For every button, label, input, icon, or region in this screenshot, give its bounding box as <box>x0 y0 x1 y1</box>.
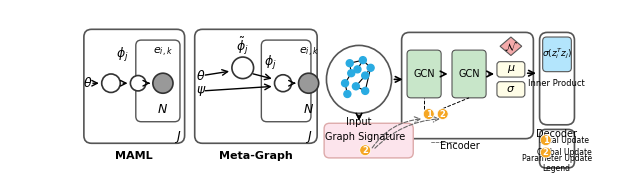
Text: $N$: $N$ <box>303 103 314 116</box>
Circle shape <box>423 109 434 119</box>
Circle shape <box>540 135 551 146</box>
Text: Encoder: Encoder <box>440 141 479 151</box>
Circle shape <box>102 74 120 92</box>
Text: $\psi$: $\psi$ <box>196 84 207 98</box>
Text: $\sigma(z_i^T z_j)$: $\sigma(z_i^T z_j)$ <box>541 47 572 61</box>
Text: 2: 2 <box>362 146 368 155</box>
Circle shape <box>540 147 551 158</box>
Text: Graph Signature: Graph Signature <box>325 132 405 142</box>
Circle shape <box>131 75 146 91</box>
Text: $e_{i,k}$: $e_{i,k}$ <box>299 46 319 59</box>
Circle shape <box>153 73 173 93</box>
Circle shape <box>346 60 353 67</box>
Text: $\theta$: $\theta$ <box>196 69 205 83</box>
FancyBboxPatch shape <box>452 50 486 98</box>
Text: $e_{i,k}$: $e_{i,k}$ <box>153 46 173 59</box>
Circle shape <box>354 66 361 73</box>
Text: $\mu$: $\mu$ <box>506 63 515 75</box>
FancyBboxPatch shape <box>324 123 413 158</box>
Circle shape <box>437 109 448 119</box>
FancyBboxPatch shape <box>540 130 575 168</box>
Circle shape <box>360 145 371 156</box>
Text: Inner Product: Inner Product <box>528 79 585 88</box>
Text: 2: 2 <box>440 109 445 119</box>
Text: $\mathcal{N}$: $\mathcal{N}$ <box>504 40 518 53</box>
FancyBboxPatch shape <box>195 29 317 143</box>
Text: 1: 1 <box>543 136 548 145</box>
FancyBboxPatch shape <box>497 62 525 77</box>
Text: $\sigma$: $\sigma$ <box>506 84 516 94</box>
FancyBboxPatch shape <box>261 40 311 122</box>
Text: $J$: $J$ <box>305 129 312 145</box>
Text: $\phi_j$: $\phi_j$ <box>116 47 129 64</box>
FancyBboxPatch shape <box>540 32 575 125</box>
FancyBboxPatch shape <box>543 37 572 72</box>
Circle shape <box>353 83 360 90</box>
Text: GCN: GCN <box>413 69 435 79</box>
Text: Input: Input <box>346 117 372 127</box>
Text: Decoder: Decoder <box>536 129 577 139</box>
FancyBboxPatch shape <box>402 32 533 139</box>
Circle shape <box>275 75 292 92</box>
Text: GCN: GCN <box>458 69 480 79</box>
Circle shape <box>298 73 319 93</box>
FancyBboxPatch shape <box>497 82 525 97</box>
Text: $\theta$: $\theta$ <box>83 76 93 90</box>
FancyBboxPatch shape <box>407 50 441 98</box>
Circle shape <box>367 64 374 71</box>
Circle shape <box>342 80 349 87</box>
Text: Meta-Graph: Meta-Graph <box>219 151 293 161</box>
Text: Local Update: Local Update <box>540 136 589 145</box>
Text: $\tilde{\phi}_j$: $\tilde{\phi}_j$ <box>236 36 249 57</box>
Circle shape <box>362 72 369 79</box>
FancyBboxPatch shape <box>84 29 184 143</box>
Text: $J$: $J$ <box>174 129 181 145</box>
Circle shape <box>232 57 253 79</box>
Circle shape <box>362 87 369 94</box>
Text: Parameter Update
Legend: Parameter Update Legend <box>522 154 592 173</box>
Circle shape <box>344 91 351 97</box>
Circle shape <box>348 70 355 77</box>
Text: 2: 2 <box>543 148 548 157</box>
Text: $N$: $N$ <box>157 103 168 116</box>
Text: 1: 1 <box>426 109 432 119</box>
Ellipse shape <box>326 45 392 113</box>
Circle shape <box>360 57 366 63</box>
FancyBboxPatch shape <box>136 40 180 122</box>
Text: MAML: MAML <box>115 151 153 161</box>
Polygon shape <box>500 37 522 56</box>
Text: Global Update: Global Update <box>537 148 592 157</box>
Text: $\phi_j$: $\phi_j$ <box>264 54 277 72</box>
